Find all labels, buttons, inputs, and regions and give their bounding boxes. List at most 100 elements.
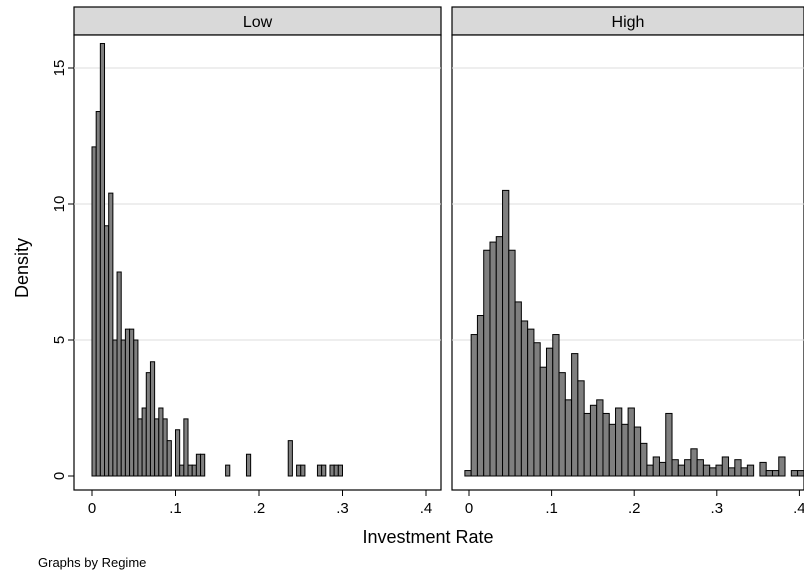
histogram-bar	[633, 426, 642, 477]
y-axis: 0 5 10 15	[51, 60, 74, 480]
histogram-bar	[665, 412, 673, 477]
histogram-bar	[200, 453, 206, 477]
histogram-bar	[508, 249, 516, 477]
histogram-bar	[225, 464, 231, 477]
histogram-bar	[191, 464, 197, 477]
histogram-bar	[149, 361, 156, 477]
histogram-bar	[677, 464, 686, 477]
histogram-bar	[527, 328, 535, 477]
histogram-bar	[296, 464, 302, 477]
panel-low-title-strip	[73, 6, 442, 36]
histogram-bar	[790, 470, 799, 477]
histogram-bar	[545, 347, 554, 477]
histogram-bar	[175, 429, 181, 477]
histogram-bar	[287, 440, 293, 477]
histogram-bar	[120, 339, 126, 477]
histogram-bar	[470, 334, 478, 477]
histogram-bar	[702, 464, 711, 477]
histogram-bar	[771, 470, 780, 477]
y-tick-label: 10	[51, 196, 68, 213]
histogram-bar	[133, 339, 139, 477]
panel-high: High 0 .1 .2 .3 .4	[451, 6, 804, 517]
panel-high-title-strip	[451, 6, 804, 36]
histogram-bar	[734, 459, 742, 477]
histogram-bar	[652, 456, 660, 477]
histogram-bar	[571, 353, 579, 477]
histogram-bar	[91, 146, 97, 477]
x-tick-label: .1	[169, 500, 182, 517]
histogram-bar	[183, 418, 189, 477]
x-tick-label: 0	[88, 500, 96, 517]
histogram-bar	[658, 461, 667, 477]
histogram-bar	[721, 456, 730, 477]
histogram-bar	[158, 407, 164, 477]
histogram-bar	[621, 423, 629, 477]
histogram-bar	[615, 407, 623, 477]
histogram-bar	[583, 412, 591, 477]
graphs-by-note: Graphs by Regime	[38, 555, 146, 570]
histogram-bar	[552, 334, 560, 477]
x-tick-label: 0	[465, 500, 473, 517]
histogram-bar	[141, 407, 147, 477]
histogram-bar	[728, 467, 736, 477]
histogram-bar	[558, 372, 566, 477]
histogram-bar	[602, 412, 610, 477]
histogram-bar	[483, 249, 491, 477]
histogram-bar	[162, 418, 168, 477]
histogram-bar	[608, 423, 617, 477]
histogram-bar	[564, 399, 573, 477]
histogram-bar	[300, 464, 306, 477]
histogram-bar	[329, 464, 335, 477]
histogram-bar	[589, 404, 598, 477]
histogram-bar	[489, 241, 497, 477]
histogram-bar	[333, 464, 339, 477]
histogram-bar	[179, 464, 185, 477]
histogram-bar	[596, 399, 604, 477]
histogram-bar	[646, 464, 654, 477]
histogram-bar	[684, 459, 692, 477]
histogram-bar	[476, 315, 485, 477]
histogram-bar	[533, 342, 541, 477]
histogram-bar	[245, 453, 252, 477]
histogram-bar	[696, 459, 704, 477]
histogram-bar	[129, 328, 135, 477]
histogram-bar	[321, 464, 327, 477]
histogram-bar	[464, 470, 472, 477]
y-tick-label: 15	[51, 60, 68, 77]
histogram-bar	[337, 464, 344, 477]
histogram-bar	[627, 407, 635, 477]
panel-high-title: High	[612, 14, 645, 31]
y-tick-label: 5	[51, 336, 68, 344]
histogram-bar	[778, 456, 786, 477]
histogram-bar	[640, 442, 648, 477]
y-axis-title: Density	[12, 238, 32, 298]
x-tick-label: .3	[336, 500, 349, 517]
histogram-bar	[759, 461, 767, 477]
histogram-bar	[112, 339, 118, 477]
histogram-bar	[137, 418, 143, 477]
x-tick-label: .4	[420, 500, 433, 517]
histogram-bar	[746, 464, 755, 477]
histogram-bar	[690, 448, 698, 477]
histogram-bar	[765, 470, 773, 477]
histogram-bar	[316, 464, 323, 477]
histogram-bar	[124, 328, 131, 477]
x-tick-label: .2	[628, 500, 641, 517]
x-tick-label: .3	[711, 500, 724, 517]
histogram-bar	[145, 372, 151, 477]
histogram-bar	[797, 470, 804, 477]
histogram-bar	[187, 464, 193, 477]
histogram-bar	[154, 418, 160, 477]
histogram-bar	[740, 467, 748, 477]
histogram-bar	[166, 440, 172, 477]
x-tick-label: .2	[253, 500, 266, 517]
histogram-bar	[95, 111, 101, 477]
histogram-bar	[495, 236, 504, 477]
histogram-bar	[195, 453, 202, 477]
x-tick-label: .1	[545, 500, 558, 517]
histogram-bar	[709, 467, 717, 477]
histogram-bar	[715, 464, 723, 477]
histogram-bar	[520, 320, 529, 477]
x-axis-title: Investment Rate	[362, 527, 493, 547]
